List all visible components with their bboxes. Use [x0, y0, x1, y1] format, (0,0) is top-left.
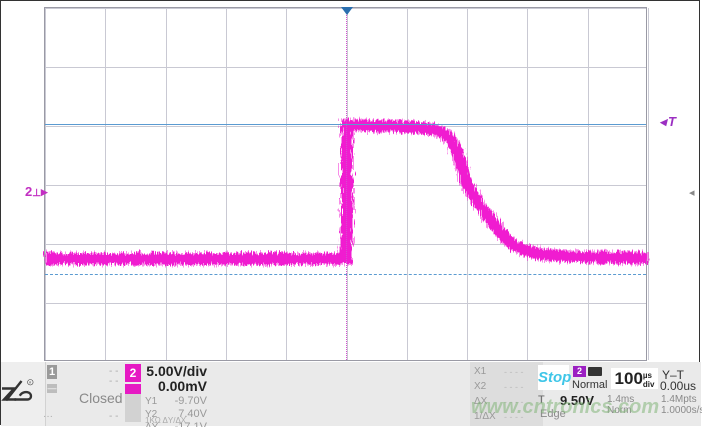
svg-text:R: R	[29, 381, 31, 385]
